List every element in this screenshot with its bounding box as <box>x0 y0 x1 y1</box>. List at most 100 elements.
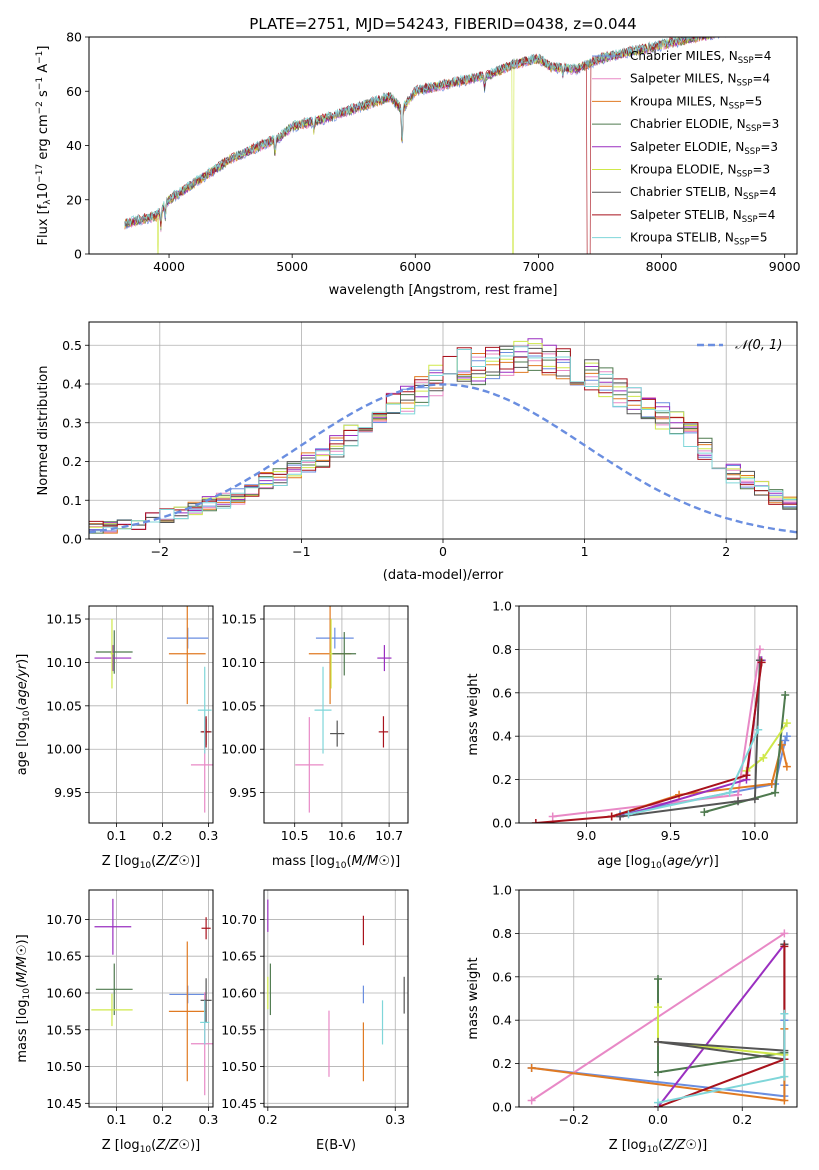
legend-text: Salpeter STELIB, N <box>630 208 742 222</box>
label-part: )] <box>15 654 30 664</box>
y-tick-label: 9.95 <box>54 785 82 800</box>
weight-marker <box>780 942 789 951</box>
y-axis-label: mass weight <box>466 673 481 755</box>
age-vs-Z-axes: 0.1 0.2 0.3 9.95 10.00 10.05 10.10 10.15 <box>46 605 218 843</box>
y-tick-label: 0.4 <box>492 729 512 744</box>
label-part: Z [log <box>102 854 140 869</box>
weight-marker <box>700 808 709 817</box>
weight-marker <box>782 719 791 728</box>
y-axis-label: Flux [fλ10−17 erg cm−2 s−1 A−1] <box>35 46 53 246</box>
axes-frame <box>518 605 798 824</box>
legend-count: =4 <box>758 208 776 222</box>
legend-subscript: SSP <box>744 147 760 157</box>
x-axis-label: E(B-V) <box>316 1138 356 1153</box>
label-part: ( <box>662 854 667 869</box>
weight-line <box>657 943 786 1107</box>
legend-text: Salpeter ELODIE, N <box>630 140 744 154</box>
x-tick-label: −2 <box>151 544 169 559</box>
y-tick-label: 0.5 <box>62 338 82 353</box>
legend-count: =4 <box>759 185 777 199</box>
label-part: 10 <box>335 861 347 871</box>
label-part: age/yr <box>15 662 30 705</box>
weight-line <box>619 735 788 816</box>
legend-entry: Chabrier STELIB, NSSP=4 <box>630 185 777 202</box>
label-part: )] <box>190 1138 200 1153</box>
y-tick-label: 10.55 <box>46 1022 82 1037</box>
x-tick-label: 10.5 <box>281 828 309 843</box>
x-tick-label: 10.0 <box>741 828 769 843</box>
legend-text: Kroupa MILES, N <box>630 94 729 108</box>
y-tick-label: 10.70 <box>46 912 82 927</box>
legend-entry: Chabrier MILES, NSSP=4 <box>630 49 771 66</box>
y-tick-label: 1.0 <box>492 599 512 614</box>
y-tick-label: 0.4 <box>492 1013 512 1028</box>
x-tick-label: 10.7 <box>375 828 403 843</box>
legend-text: Chabrier ELODIE, N <box>630 117 746 131</box>
y-tick-label: 0.2 <box>492 772 512 787</box>
mass-vs-Z-axes: 0.1 0.2 0.3 10.45 10.50 10.55 10.60 10.65 10.70 <box>46 889 218 1127</box>
y-tick-label: 9.95 <box>229 785 257 800</box>
axes-frame <box>88 605 214 824</box>
legend-entry: 𝒩(0, 1) <box>735 338 782 353</box>
legend-subscript: SSP <box>746 124 762 134</box>
x-tick-label: 10.6 <box>328 828 356 843</box>
weight-marker <box>654 1003 662 1012</box>
weight-marker <box>527 1063 536 1072</box>
spectrum-line <box>124 37 713 254</box>
legend-count: =3 <box>752 163 770 177</box>
weight-marker <box>780 1072 789 1081</box>
legend-entry: Salpeter MILES, NSSP=4 <box>630 72 770 89</box>
weight-marker <box>725 788 734 797</box>
weight-marker <box>750 795 759 804</box>
label-part: ( <box>346 854 351 869</box>
y-tick-label: 10.00 <box>46 742 82 757</box>
legend-subscript: SSP <box>743 192 759 202</box>
y-tick-label: 0.3 <box>62 415 82 430</box>
y-tick-label: 10.50 <box>46 1059 82 1074</box>
x-axis-label: wavelength [Angstrom, rest frame] <box>329 283 558 298</box>
weight-marker <box>654 1068 662 1077</box>
label-part: )] <box>390 854 400 869</box>
x-axis-label: Z [log10(Z/Z☉)] <box>609 1138 707 1155</box>
x-tick-label: 8000 <box>646 259 678 274</box>
weight-marker <box>759 753 768 762</box>
y-tick-label: 10.60 <box>46 985 82 1000</box>
y-axis-label: age [log10(age/yr)] <box>15 654 32 776</box>
x-tick-label: 0.1 <box>107 828 127 843</box>
x-axis-label: Z [log10(Z/Z☉)] <box>102 854 200 871</box>
histogram-axes: −2 −1 0 1 2 0.0 0.1 0.2 0.3 0.4 0.5 <box>62 321 798 559</box>
weight-marker <box>754 725 763 734</box>
label-part: )] <box>15 934 30 944</box>
plot-area <box>295 606 392 813</box>
weight-line <box>552 649 761 818</box>
y-tick-label: 10.50 <box>221 1059 257 1074</box>
label-part: ( <box>15 983 30 988</box>
y-tick-label: 10.00 <box>221 742 257 757</box>
label-part: ( <box>151 1138 156 1153</box>
y-tick-label: 10.15 <box>221 612 257 627</box>
y-tick-label: 10.65 <box>221 949 257 964</box>
label-part: 10 <box>140 1145 152 1155</box>
y-tick-label: 10.65 <box>46 949 82 964</box>
x-axis-label: (data-model)/error <box>383 568 504 583</box>
y-tick-label: 0.0 <box>492 1100 512 1115</box>
legend-subscript: SSP <box>734 238 750 248</box>
legend-entry: Salpeter ELODIE, NSSP=3 <box>630 140 778 157</box>
weight-line <box>657 1007 785 1056</box>
legend-count: =5 <box>745 94 763 108</box>
weight-marker <box>782 732 791 741</box>
legend-count: =3 <box>762 117 780 131</box>
y-axis-label: Normed distribution <box>36 366 51 496</box>
label-part: )] <box>190 854 200 869</box>
weight-marker <box>780 929 789 938</box>
weight-marker <box>607 812 616 821</box>
y-tick-label: 60 <box>66 84 82 99</box>
y-tick-label: 80 <box>66 30 82 45</box>
y-tick-label: 10.55 <box>221 1022 257 1037</box>
weight-marker <box>771 788 780 797</box>
x-tick-label: 0.3 <box>198 828 218 843</box>
y-tick-label: 20 <box>66 192 82 207</box>
legend-text: Kroupa STELIB, N <box>630 231 734 245</box>
legend-entry: Salpeter STELIB, NSSP=4 <box>630 208 775 225</box>
x-axis-label: mass [log10(M/M☉)] <box>272 854 400 871</box>
